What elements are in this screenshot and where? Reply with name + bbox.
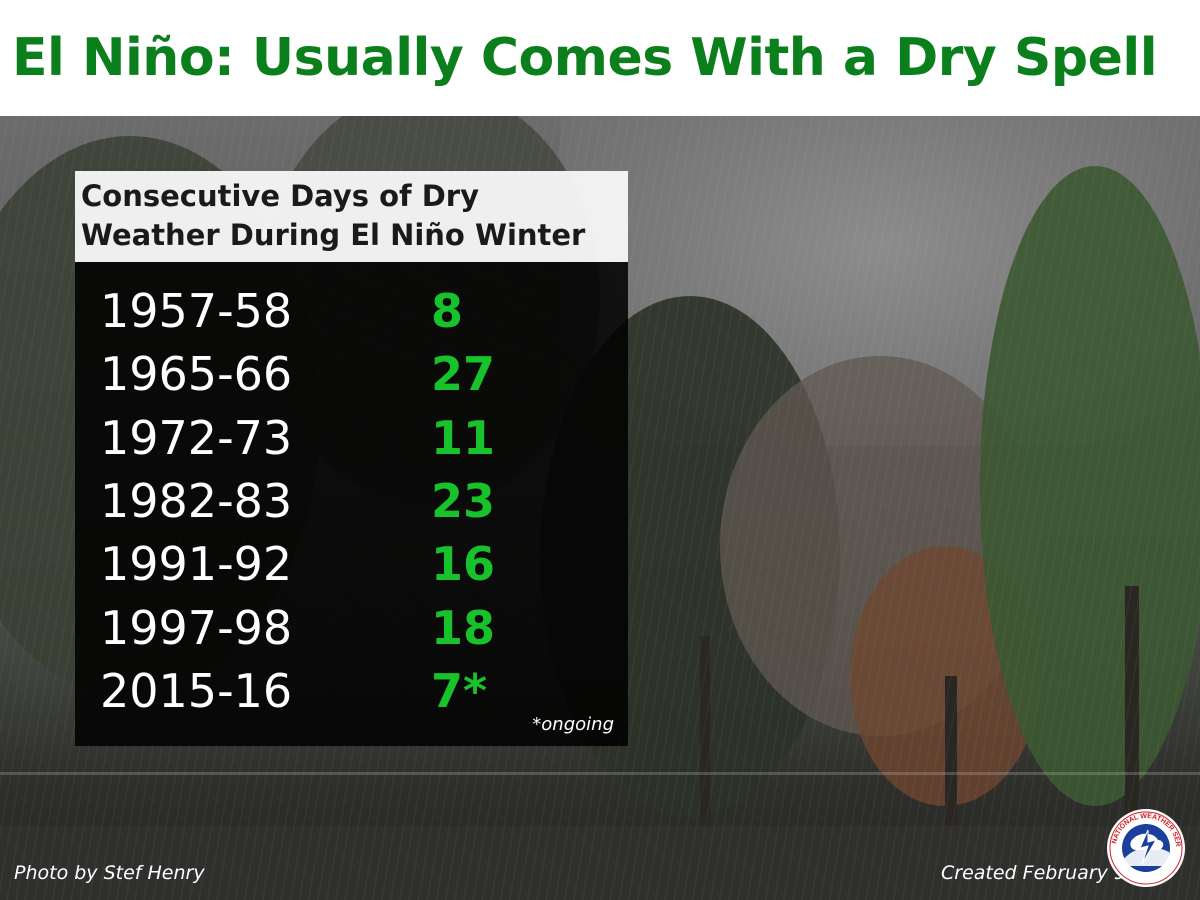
- footnote: *ongoing: [532, 714, 614, 735]
- tree-trunk: [1125, 586, 1139, 846]
- nws-logo: NATIONAL WEATHER SERVICE: [1106, 808, 1185, 887]
- row-value: 7*: [431, 664, 488, 718]
- table-header: Consecutive Days of Dry Weather During E…: [75, 171, 628, 262]
- row-value: 23: [431, 474, 496, 528]
- tree: [980, 166, 1200, 806]
- photo-credit: Photo by Stef Henry: [14, 862, 205, 884]
- row-year: 2015-16: [100, 664, 293, 718]
- created-date: Created February 9: [941, 862, 1127, 884]
- table-title: Consecutive Days of Dry Weather During E…: [81, 179, 586, 252]
- tree-trunk: [700, 636, 710, 846]
- road: [0, 826, 1200, 900]
- row-year: 1997-98: [100, 601, 293, 655]
- title-bar: El Niño: Usually Comes With a Dry Spell: [0, 0, 1200, 116]
- row-value: 16: [431, 537, 496, 591]
- row-value: 11: [431, 411, 496, 465]
- row-value: 18: [431, 601, 496, 655]
- fence: [0, 772, 1200, 775]
- row-year: 1957-58: [100, 284, 293, 338]
- table-panel: [75, 262, 628, 746]
- row-value: 27: [431, 347, 496, 401]
- row-year: 1991-92: [100, 537, 293, 591]
- row-value: 8: [431, 284, 464, 338]
- row-year: 1972-73: [100, 411, 293, 465]
- row-year: 1982-83: [100, 474, 293, 528]
- tree-trunk: [945, 676, 957, 846]
- page-title: El Niño: Usually Comes With a Dry Spell: [12, 28, 1158, 88]
- row-year: 1965-66: [100, 347, 293, 401]
